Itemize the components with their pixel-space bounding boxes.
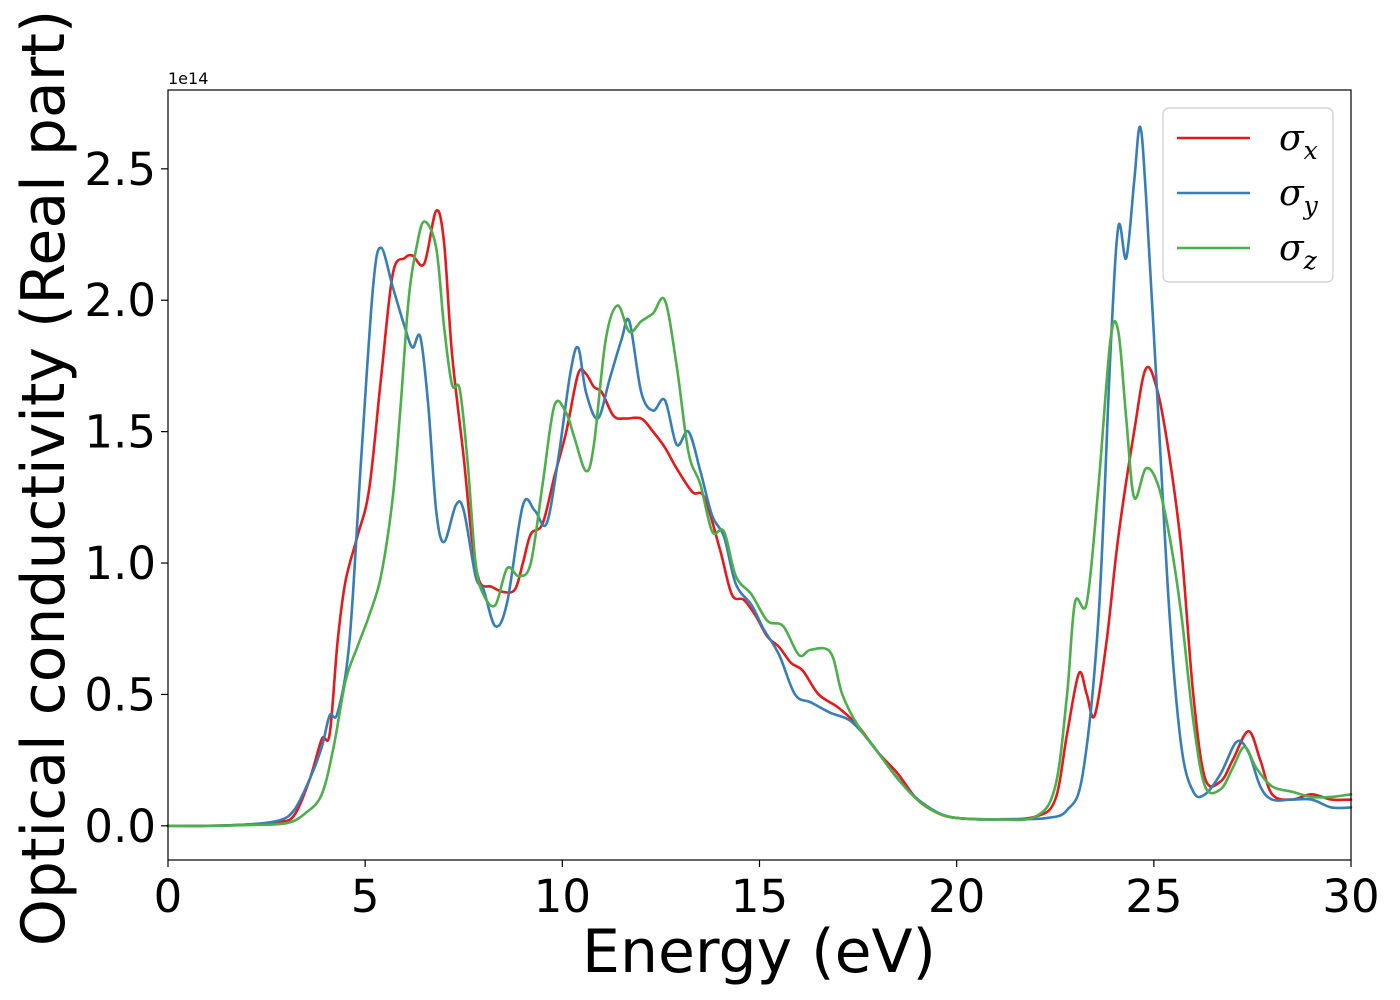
series-line-sigma-z [166,220,1353,828]
legend-symbol: σ [1279,173,1305,214]
legend-label-sigma-z: σz [1279,228,1318,275]
legend-label-sigma-y: σy [1279,173,1319,220]
x-tick-label: 10 [534,870,591,923]
y-tick-label: 2.0 [84,274,156,327]
y-axis-offset-text: 1e14 [168,69,208,88]
series-line-sigma-y [166,125,1353,828]
y-tick-label: 1.0 [84,537,156,590]
series-layer [166,125,1353,828]
y-tick-label: 0.0 [84,800,156,853]
legend-box [1162,107,1334,283]
legend-subscript: y [1303,191,1319,220]
legend-label-sigma-x: σx [1279,118,1318,165]
y-axis: 0.0 0.5 1.0 1.5 2.0 2.5 [84,143,168,853]
x-tick-label: 25 [1125,870,1182,923]
x-tick-label: 0 [154,870,183,923]
legend-symbol: σ [1279,118,1305,159]
x-axis-label: Energy (eV) [582,917,936,987]
series-line-sigma-x [166,208,1353,828]
y-tick-label: 2.5 [84,143,156,196]
y-axis-label: Optical conductivity (Real part) [9,10,79,947]
legend-symbol: σ [1279,228,1305,269]
x-axis: 0 5 10 15 20 25 30 [154,860,1380,923]
y-tick-label: 1.5 [84,406,156,459]
x-tick-label: 5 [351,870,380,923]
x-tick-label: 15 [731,870,788,923]
x-tick-label: 20 [928,870,985,923]
y-tick-label: 0.5 [84,668,156,721]
legend-subscript: z [1303,246,1318,275]
x-tick-label: 30 [1322,870,1379,923]
legend-subscript: x [1304,136,1318,165]
